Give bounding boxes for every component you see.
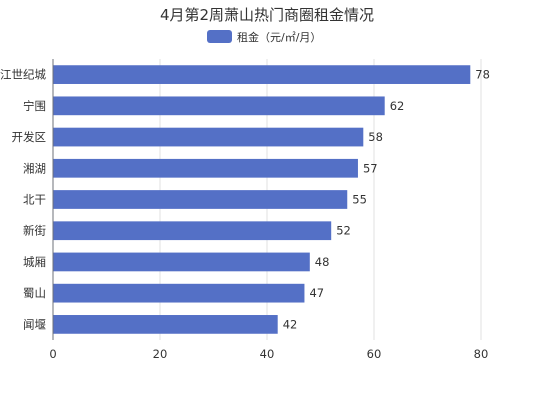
- bar-value-label: 52: [336, 224, 351, 238]
- y-category-label: 宁围: [23, 99, 46, 113]
- bar[interactable]: [53, 283, 305, 303]
- chart-title: 4月第2周萧山热门商圈租金情况: [160, 6, 374, 24]
- bar[interactable]: [53, 158, 358, 178]
- bar-value-label: 48: [315, 255, 330, 269]
- legend-label: 租金（元/㎡/月）: [237, 30, 321, 44]
- y-category-label: 新街: [23, 224, 46, 238]
- y-category-label: 北干: [23, 193, 46, 207]
- x-tick-label: 80: [474, 347, 489, 361]
- x-tick-label: 60: [367, 347, 382, 361]
- bar-value-label: 55: [352, 193, 367, 207]
- y-category-label: 江世纪城: [0, 68, 46, 82]
- x-tick-label: 20: [153, 347, 168, 361]
- x-axis-labels: 0 20 40 60 80: [49, 347, 488, 361]
- bars: [53, 65, 471, 334]
- bar[interactable]: [53, 315, 278, 334]
- value-labels: 78 62 58 57 55 52 48 47 42: [283, 68, 490, 332]
- bar-value-label: 42: [283, 317, 298, 331]
- bar[interactable]: [53, 190, 348, 209]
- bar[interactable]: [53, 221, 332, 241]
- bar[interactable]: [53, 252, 310, 272]
- y-category-label: 闻堰: [23, 317, 46, 331]
- bar-value-label: 78: [475, 68, 490, 82]
- x-tick-label: 0: [49, 347, 56, 361]
- y-category-label: 湘湖: [23, 161, 46, 175]
- y-category-label: 开发区: [12, 130, 47, 144]
- legend-swatch: [207, 30, 232, 43]
- bar-value-label: 62: [390, 99, 405, 113]
- bar-value-label: 58: [368, 130, 383, 144]
- bar-value-label: 57: [363, 161, 378, 175]
- bar[interactable]: [53, 127, 364, 147]
- bar[interactable]: [53, 96, 385, 116]
- x-tick-label: 40: [260, 347, 275, 361]
- bar-value-label: 47: [309, 286, 324, 300]
- legend[interactable]: 租金（元/㎡/月）: [207, 30, 321, 44]
- y-category-label: 城厢: [23, 255, 46, 269]
- bar[interactable]: [53, 65, 471, 84]
- y-category-label: 蜀山: [23, 286, 46, 300]
